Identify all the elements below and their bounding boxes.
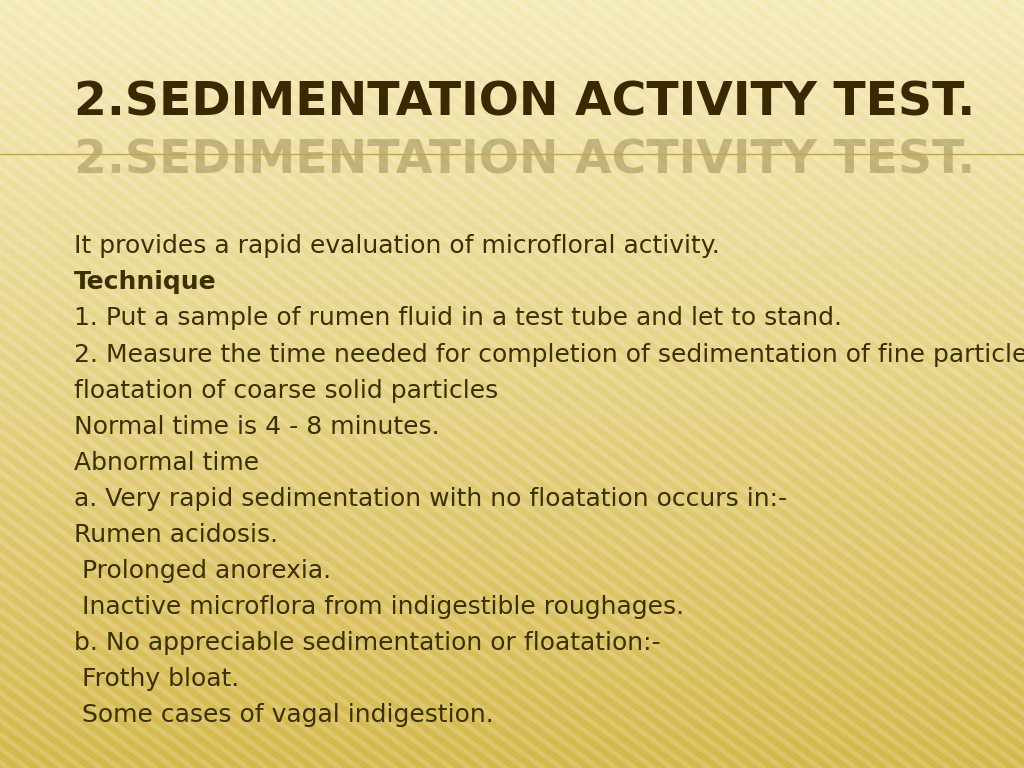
Polygon shape: [362, 0, 1024, 768]
Polygon shape: [676, 0, 1024, 768]
Polygon shape: [0, 0, 561, 768]
Polygon shape: [0, 0, 745, 768]
Polygon shape: [0, 0, 580, 768]
Text: 2.SEDIMENTATION ACTIVITY TEST.: 2.SEDIMENTATION ACTIVITY TEST.: [74, 81, 975, 126]
Polygon shape: [0, 0, 100, 768]
Polygon shape: [842, 0, 1024, 768]
Polygon shape: [971, 0, 1024, 768]
Polygon shape: [473, 0, 1024, 768]
Polygon shape: [0, 0, 27, 768]
Polygon shape: [0, 0, 266, 768]
Polygon shape: [0, 0, 8, 768]
Text: Technique: Technique: [74, 270, 216, 294]
Polygon shape: [0, 0, 432, 768]
Polygon shape: [289, 0, 1024, 768]
Polygon shape: [768, 0, 1024, 768]
Text: Inactive microflora from indigestible roughages.: Inactive microflora from indigestible ro…: [74, 595, 684, 619]
Polygon shape: [0, 0, 856, 768]
Polygon shape: [178, 0, 1024, 768]
Polygon shape: [0, 0, 137, 768]
Text: Frothy bloat.: Frothy bloat.: [74, 667, 239, 691]
Polygon shape: [381, 0, 1024, 768]
Polygon shape: [86, 0, 1024, 768]
Polygon shape: [0, 0, 285, 768]
Polygon shape: [492, 0, 1024, 768]
Polygon shape: [0, 0, 451, 768]
Polygon shape: [270, 0, 1024, 768]
Polygon shape: [0, 0, 506, 768]
Polygon shape: [0, 0, 45, 768]
Polygon shape: [0, 0, 395, 768]
Polygon shape: [0, 0, 819, 768]
Polygon shape: [989, 0, 1024, 768]
Text: 1. Put a sample of rumen fluid in a test tube and let to stand.: 1. Put a sample of rumen fluid in a test…: [74, 306, 842, 330]
Polygon shape: [621, 0, 1024, 768]
Polygon shape: [344, 0, 1024, 768]
Polygon shape: [0, 0, 229, 768]
Polygon shape: [860, 0, 1024, 768]
Polygon shape: [934, 0, 1024, 768]
Polygon shape: [0, 0, 801, 768]
Polygon shape: [731, 0, 1024, 768]
Polygon shape: [823, 0, 1024, 768]
Polygon shape: [418, 0, 1024, 768]
Polygon shape: [0, 0, 930, 768]
Polygon shape: [0, 0, 709, 768]
Polygon shape: [0, 0, 616, 768]
Polygon shape: [547, 0, 1024, 768]
Polygon shape: [639, 0, 1024, 768]
Polygon shape: [0, 0, 63, 768]
Polygon shape: [455, 0, 1024, 768]
Polygon shape: [0, 0, 487, 768]
Polygon shape: [0, 0, 727, 768]
Text: Abnormal time: Abnormal time: [74, 451, 259, 475]
Polygon shape: [0, 0, 672, 768]
Polygon shape: [0, 0, 635, 768]
Polygon shape: [0, 0, 322, 768]
Polygon shape: [713, 0, 1024, 768]
Text: It provides a rapid evaluation of microfloral activity.: It provides a rapid evaluation of microf…: [74, 234, 720, 258]
Polygon shape: [197, 0, 1024, 768]
Text: 2. Measure the time needed for completion of sedimentation of fine particles and: 2. Measure the time needed for completio…: [74, 343, 1024, 366]
Polygon shape: [786, 0, 1024, 768]
Polygon shape: [657, 0, 1024, 768]
Polygon shape: [879, 0, 1024, 768]
Polygon shape: [915, 0, 1024, 768]
Polygon shape: [0, 0, 248, 768]
Polygon shape: [0, 0, 838, 768]
Polygon shape: [233, 0, 1024, 768]
Polygon shape: [0, 0, 156, 768]
Polygon shape: [0, 0, 119, 768]
Polygon shape: [0, 0, 377, 768]
Polygon shape: [0, 0, 874, 768]
Polygon shape: [0, 0, 340, 768]
Polygon shape: [0, 0, 985, 768]
Polygon shape: [805, 0, 1024, 768]
Polygon shape: [0, 0, 524, 768]
Polygon shape: [0, 0, 193, 768]
Polygon shape: [436, 0, 1024, 768]
